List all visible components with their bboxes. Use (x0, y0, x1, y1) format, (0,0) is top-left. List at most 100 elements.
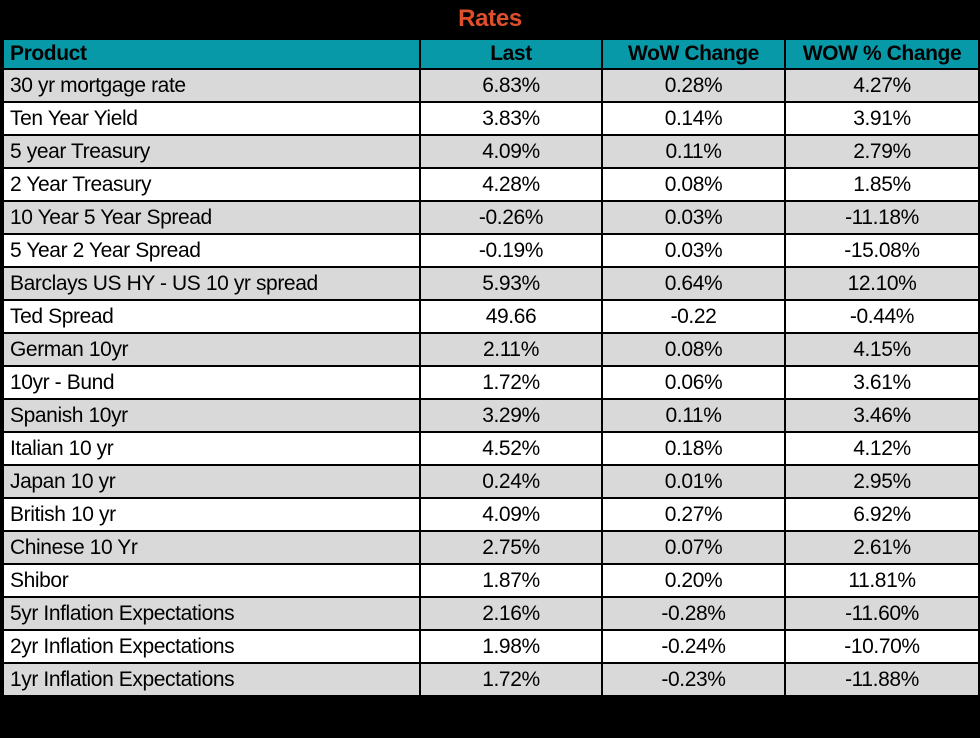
table-row: Ted Spread 49.66 -0.22 -0.44% (2, 299, 980, 334)
value-cell: 2.16% (419, 596, 603, 631)
value-cell: 3.61% (784, 365, 980, 400)
value-cell: 0.08% (601, 167, 786, 202)
value-cell: 12.10% (784, 266, 980, 301)
value-cell: 4.09% (419, 497, 603, 532)
product-cell: Italian 10 yr (2, 431, 421, 466)
product-cell: 5yr Inflation Expectations (2, 596, 421, 631)
value-cell: 0.24% (419, 464, 603, 499)
value-cell: 0.03% (601, 233, 786, 268)
table-title: Rates (458, 5, 522, 32)
value-cell: 11.81% (784, 563, 980, 598)
table-row: Barclays US HY - US 10 yr spread 5.93% 0.6… (2, 266, 980, 301)
value-cell: 4.52% (419, 431, 603, 466)
header-cell-0: Product (2, 38, 421, 70)
value-cell: 49.66 (419, 299, 603, 334)
table-row: 2 Year Treasury 4.28% 0.08% 1.85% (2, 167, 980, 202)
table-row: British 10 yr 4.09% 0.27% 6.92% (2, 497, 980, 532)
value-cell: -0.23% (601, 662, 786, 697)
value-cell: 3.83% (419, 101, 603, 136)
value-cell: 0.07% (601, 530, 786, 565)
value-cell: -11.18% (784, 200, 980, 235)
product-cell: British 10 yr (2, 497, 421, 532)
value-cell: 2.75% (419, 530, 603, 565)
value-cell: 0.64% (601, 266, 786, 301)
value-cell: 2.95% (784, 464, 980, 499)
value-cell: 4.28% (419, 167, 603, 202)
value-cell: 0.06% (601, 365, 786, 400)
table-row: Chinese 10 Yr 2.75% 0.07% 2.61% (2, 530, 980, 565)
table-row: 5yr Inflation Expectations 2.16% -0.28% -11… (2, 596, 980, 631)
product-cell: 2 Year Treasury (2, 167, 421, 202)
product-cell: Spanish 10yr (2, 398, 421, 433)
table-header-row: Product Last WoW Change WOW % Change (2, 38, 980, 70)
table-row: Italian 10 yr 4.52% 0.18% 4.12% (2, 431, 980, 466)
value-cell: -0.24% (601, 629, 786, 664)
product-cell: 2yr Inflation Expectations (2, 629, 421, 664)
header-cell-1: Last (419, 38, 603, 70)
value-cell: 4.09% (419, 134, 603, 169)
table-title-bar: Rates (2, 0, 978, 38)
product-cell: Ten Year Yield (2, 101, 421, 136)
value-cell: 6.92% (784, 497, 980, 532)
product-cell: 10yr - Bund (2, 365, 421, 400)
value-cell: -11.88% (784, 662, 980, 697)
value-cell: 0.20% (601, 563, 786, 598)
value-cell: -0.19% (419, 233, 603, 268)
table-row: Japan 10 yr 0.24% 0.01% 2.95% (2, 464, 980, 499)
value-cell: 0.08% (601, 332, 786, 367)
value-cell: -0.22 (601, 299, 786, 334)
value-cell: 6.83% (419, 68, 603, 103)
value-cell: 3.29% (419, 398, 603, 433)
value-cell: -0.26% (419, 200, 603, 235)
value-cell: 2.61% (784, 530, 980, 565)
table-row: 10yr - Bund 1.72% 0.06% 3.61% (2, 365, 980, 400)
value-cell: 0.11% (601, 398, 786, 433)
header-cell-3: WOW % Change (784, 38, 980, 70)
value-cell: -10.70% (784, 629, 980, 664)
table-row: Shibor 1.87% 0.20% 11.81% (2, 563, 980, 598)
value-cell: -11.60% (784, 596, 980, 631)
table-row: 2yr Inflation Expectations 1.98% -0.24% -10… (2, 629, 980, 664)
value-cell: 0.14% (601, 101, 786, 136)
product-cell: Barclays US HY - US 10 yr spread (2, 266, 421, 301)
value-cell: 0.01% (601, 464, 786, 499)
product-cell: 30 yr mortgage rate (2, 68, 421, 103)
value-cell: 1.98% (419, 629, 603, 664)
value-cell: -0.28% (601, 596, 786, 631)
value-cell: 3.46% (784, 398, 980, 433)
value-cell: 1.85% (784, 167, 980, 202)
value-cell: 5.93% (419, 266, 603, 301)
table-row: 30 yr mortgage rate 6.83% 0.28% 4.27% (2, 68, 980, 103)
value-cell: 0.03% (601, 200, 786, 235)
product-cell: 5 year Treasury (2, 134, 421, 169)
table-row: Spanish 10yr 3.29% 0.11% 3.46% (2, 398, 980, 433)
value-cell: 4.12% (784, 431, 980, 466)
product-cell: Shibor (2, 563, 421, 598)
table-row: German 10yr 2.11% 0.08% 4.15% (2, 332, 980, 367)
value-cell: 1.72% (419, 365, 603, 400)
value-cell: 1.72% (419, 662, 603, 697)
product-cell: Ted Spread (2, 299, 421, 334)
value-cell: 4.27% (784, 68, 980, 103)
value-cell: -0.44% (784, 299, 980, 334)
product-cell: German 10yr (2, 332, 421, 367)
table-row: 10 Year 5 Year Spread -0.26% 0.03% -11.18% (2, 200, 980, 235)
value-cell: 0.18% (601, 431, 786, 466)
table-row: Ten Year Yield 3.83% 0.14% 3.91% (2, 101, 980, 136)
product-cell: 1yr Inflation Expectations (2, 662, 421, 697)
product-cell: Chinese 10 Yr (2, 530, 421, 565)
value-cell: 1.87% (419, 563, 603, 598)
table-row: 1yr Inflation Expectations 1.72% -0.23% -11… (2, 662, 980, 697)
value-cell: 0.28% (601, 68, 786, 103)
value-cell: 0.27% (601, 497, 786, 532)
value-cell: 4.15% (784, 332, 980, 367)
value-cell: 2.79% (784, 134, 980, 169)
product-cell: 5 Year 2 Year Spread (2, 233, 421, 268)
value-cell: -15.08% (784, 233, 980, 268)
value-cell: 0.11% (601, 134, 786, 169)
table-row: 5 Year 2 Year Spread -0.19% 0.03% -15.08% (2, 233, 980, 268)
rates-data-table: Product Last WoW Change WOW % Change 30 yr … (2, 38, 980, 697)
value-cell: 2.11% (419, 332, 603, 367)
value-cell: 3.91% (784, 101, 980, 136)
